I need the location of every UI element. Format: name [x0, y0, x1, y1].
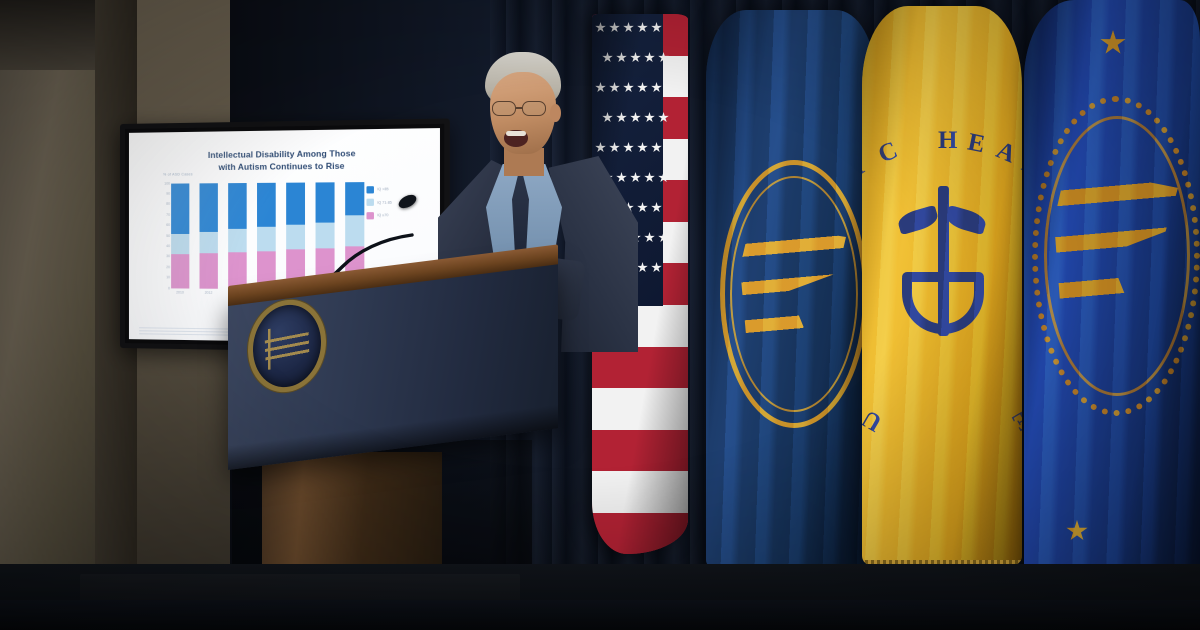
- chart-legend-label: IQ 71-85: [377, 200, 392, 205]
- lens-right: [522, 101, 546, 116]
- chart-bar: [257, 182, 276, 289]
- chart-bar-segment: [199, 182, 218, 233]
- speaker-mouth: [504, 130, 528, 147]
- chart-y-tick: 40: [166, 244, 171, 249]
- chart-bar: [286, 182, 305, 290]
- chart-y-tick: 80: [166, 202, 171, 207]
- chart-legend-item: IQ ≤70: [366, 211, 422, 219]
- chart-bar: [228, 182, 247, 289]
- chart-bar-segment: [199, 253, 218, 289]
- chart-bar-segment: [171, 233, 189, 255]
- chart-y-axis-label: % of ASD Cases: [163, 171, 193, 177]
- chart-y-tick: 30: [166, 254, 171, 259]
- chart-bar-segment: [315, 222, 335, 249]
- chart-y-tick: 20: [166, 264, 171, 270]
- chart-bar: [199, 182, 218, 289]
- chart-bar-segment: [315, 181, 335, 223]
- slide-title-line-2: with Autism Continues to Rise: [218, 161, 345, 173]
- chart-bar-segment: [171, 254, 189, 289]
- chart-y-tick: 90: [166, 191, 171, 196]
- chart-bar-segment: [345, 181, 365, 216]
- floor-foreground: [0, 600, 1200, 630]
- chart-legend-swatch: [366, 185, 374, 194]
- lens-left: [492, 101, 516, 116]
- chart-bar-segment: [286, 182, 305, 225]
- speaker-ear: [550, 104, 561, 122]
- chart-legend-item: IQ >85: [366, 185, 422, 194]
- flag-shading: [862, 6, 1022, 566]
- chart-bar-segment: [257, 182, 276, 228]
- chart-legend-swatch: [366, 211, 374, 219]
- chart-y-axis-ticks: 0 10 20 30 40 50 60 70 80 90 100: [157, 181, 171, 290]
- hhs-seal-emblem: [264, 322, 310, 371]
- chart-legend-swatch: [366, 198, 374, 207]
- chart-bar-segment: [228, 182, 247, 230]
- us-flag: [592, 14, 688, 554]
- glasses-bridge: [516, 107, 522, 109]
- chart-y-tick: 0: [168, 285, 171, 290]
- eyeglasses-icon: [492, 101, 554, 116]
- chart-y-tick: 60: [166, 223, 171, 228]
- chart-x-tick: 2012: [204, 290, 213, 295]
- chart-y-tick: 100: [164, 181, 171, 186]
- flag-fringe: [862, 560, 1022, 566]
- footnote-line: [138, 333, 235, 337]
- chart-bar-segment: [286, 224, 305, 250]
- chart-bar-segment: [171, 183, 189, 234]
- hhs-flag-navy: [706, 10, 876, 570]
- chart-bar-segment: [199, 232, 218, 254]
- chart-legend-label: IQ >85: [377, 187, 389, 192]
- phs-flag: U.S.PUBLICHEALTHSERVICE: [862, 6, 1022, 566]
- chart-x-tick: 2010: [176, 290, 184, 295]
- hhs-flag-blue: [1024, 0, 1200, 600]
- chart-legend: IQ >85 IQ 71-85 IQ ≤70: [366, 185, 422, 224]
- chart-bar-segment: [257, 227, 276, 252]
- flag-shading: [1024, 0, 1200, 600]
- slide-title: Intellectual Disability Among Those with…: [159, 147, 407, 175]
- chart-y-tick: 10: [166, 275, 171, 280]
- chart-bar-segment: [345, 215, 365, 247]
- chart-bar-segment: [228, 229, 247, 253]
- chart-y-tick: 50: [166, 233, 171, 238]
- chart-y-tick: 70: [166, 212, 171, 217]
- chart-legend-label: IQ ≤70: [377, 213, 389, 218]
- chart-bar: [171, 183, 189, 289]
- flag-shading: [706, 10, 876, 570]
